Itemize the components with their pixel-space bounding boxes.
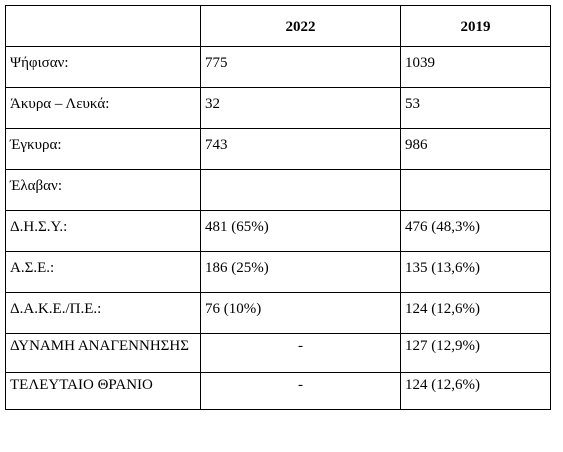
value-2022: 743 — [200, 128, 401, 170]
row-label: Έγκυρα: — [5, 128, 201, 170]
header-2022: 2022 — [200, 5, 401, 47]
value-2019: 986 — [400, 128, 551, 170]
value-2019: 127 (12,9%) — [400, 333, 551, 373]
table-row: Έλαβαν: — [5, 169, 551, 211]
value-2019: 476 (48,3%) — [400, 210, 551, 252]
table-row: Δ.Η.Σ.Υ.: 481 (65%) 476 (48,3%) — [5, 210, 551, 252]
table-row: Δ.Α.Κ.Ε./Π.Ε.: 76 (10%) 124 (12,6%) — [5, 292, 551, 334]
row-label: Α.Σ.Ε.: — [5, 251, 201, 293]
table-row: ΔΥΝΑΜΗ ΑΝΑΓΕΝΝΗΣΗΣ - 127 (12,9%) — [5, 333, 551, 373]
row-label: Δ.Η.Σ.Υ.: — [5, 210, 201, 252]
value-2019: 1039 — [400, 46, 551, 88]
value-2022: 76 (10%) — [200, 292, 401, 334]
value-2022: - — [200, 372, 401, 410]
election-results-table: 2022 2019 Ψήφισαν: 775 1039 Άκυρα – Λευκ… — [5, 5, 551, 410]
value-2019 — [400, 169, 551, 211]
row-label: Δ.Α.Κ.Ε./Π.Ε.: — [5, 292, 201, 334]
value-2022 — [200, 169, 401, 211]
row-label: Ψήφισαν: — [5, 46, 201, 88]
table-row: Έγκυρα: 743 986 — [5, 128, 551, 170]
table-header-row: 2022 2019 — [5, 5, 551, 47]
table-row: Ψήφισαν: 775 1039 — [5, 46, 551, 88]
value-2022: 481 (65%) — [200, 210, 401, 252]
row-label: ΔΥΝΑΜΗ ΑΝΑΓΕΝΝΗΣΗΣ — [5, 333, 201, 373]
value-2022: 775 — [200, 46, 401, 88]
value-2019: 124 (12,6%) — [400, 372, 551, 410]
value-2022: 32 — [200, 87, 401, 129]
value-2019: 53 — [400, 87, 551, 129]
table-row: Α.Σ.Ε.: 186 (25%) 135 (13,6%) — [5, 251, 551, 293]
table-row: ΤΕΛΕΥΤΑΙΟ ΘΡΑΝΙΟ - 124 (12,6%) — [5, 372, 551, 410]
value-2019: 135 (13,6%) — [400, 251, 551, 293]
value-2022: 186 (25%) — [200, 251, 401, 293]
row-label: Έλαβαν: — [5, 169, 201, 211]
table-row: Άκυρα – Λευκά: 32 53 — [5, 87, 551, 129]
row-label: ΤΕΛΕΥΤΑΙΟ ΘΡΑΝΙΟ — [5, 372, 201, 410]
value-2019: 124 (12,6%) — [400, 292, 551, 334]
header-2019: 2019 — [400, 5, 551, 47]
value-2022: - — [200, 333, 401, 373]
header-empty-cell — [5, 5, 201, 47]
row-label: Άκυρα – Λευκά: — [5, 87, 201, 129]
